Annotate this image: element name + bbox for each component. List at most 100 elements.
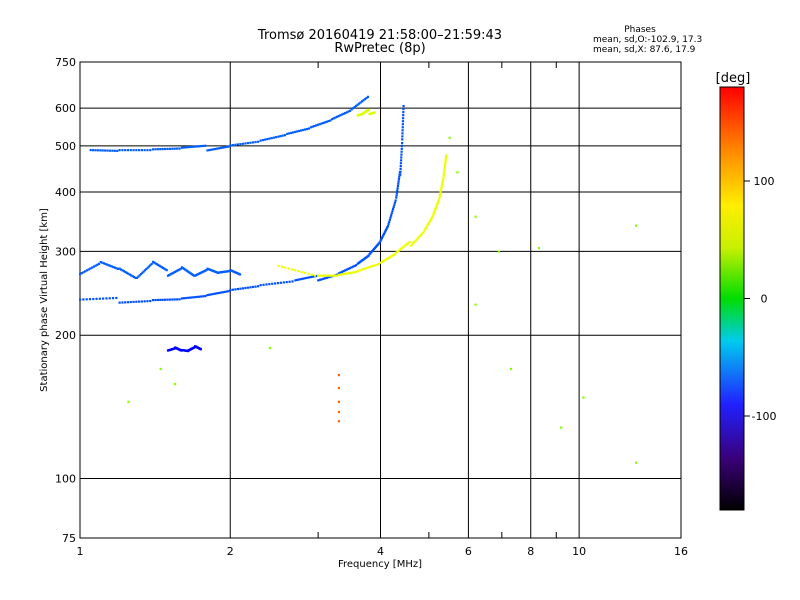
data-point bbox=[401, 138, 404, 141]
data-point bbox=[85, 298, 88, 301]
x-tick-label: 10 bbox=[572, 545, 586, 558]
data-point bbox=[396, 250, 399, 253]
data-point bbox=[176, 147, 179, 150]
data-point bbox=[96, 263, 99, 266]
data-point bbox=[348, 267, 352, 270]
data-point bbox=[107, 264, 110, 267]
data-point bbox=[358, 269, 361, 272]
data-point bbox=[399, 165, 402, 168]
data-point bbox=[132, 300, 135, 304]
data-point bbox=[161, 298, 164, 301]
data-point bbox=[156, 298, 159, 302]
data-point bbox=[438, 194, 441, 197]
data-point bbox=[320, 122, 323, 125]
data-point bbox=[202, 295, 205, 298]
data-point bbox=[329, 275, 332, 278]
data-point bbox=[440, 187, 443, 190]
data-point bbox=[364, 267, 367, 270]
grid-lines bbox=[80, 62, 681, 538]
data-point bbox=[443, 167, 446, 170]
data-point bbox=[444, 156, 448, 159]
data-point bbox=[329, 274, 332, 277]
data-point bbox=[124, 270, 127, 274]
data-point bbox=[337, 114, 340, 118]
data-point bbox=[307, 272, 310, 275]
data-point bbox=[212, 292, 215, 296]
data-point bbox=[204, 144, 207, 147]
data-point bbox=[105, 263, 109, 266]
data-point bbox=[187, 296, 190, 299]
data-point bbox=[399, 173, 402, 176]
data-point bbox=[155, 263, 158, 266]
data-point bbox=[227, 145, 230, 148]
data-point bbox=[151, 148, 155, 151]
data-point bbox=[325, 276, 328, 279]
data-point bbox=[109, 264, 112, 267]
data-point bbox=[301, 277, 305, 280]
data-point bbox=[355, 270, 358, 274]
y-tick-label: 400 bbox=[55, 186, 76, 199]
data-point bbox=[401, 132, 404, 135]
data-point bbox=[221, 291, 224, 294]
data-point bbox=[317, 274, 320, 277]
data-point bbox=[408, 240, 411, 244]
data-point bbox=[336, 274, 339, 277]
data-point bbox=[412, 242, 415, 245]
data-point bbox=[137, 275, 140, 278]
data-point bbox=[187, 146, 190, 149]
data-point bbox=[303, 271, 307, 275]
data-point bbox=[366, 266, 369, 269]
data-points bbox=[79, 95, 638, 464]
data-point bbox=[399, 159, 403, 162]
data-point bbox=[367, 108, 371, 111]
data-point bbox=[320, 278, 323, 281]
data-point bbox=[134, 276, 137, 279]
data-point bbox=[121, 149, 124, 152]
data-point bbox=[386, 225, 390, 228]
data-point bbox=[325, 120, 328, 123]
data-point bbox=[84, 270, 87, 273]
data-point bbox=[176, 269, 179, 272]
data-point bbox=[197, 295, 201, 298]
data-point bbox=[382, 232, 386, 236]
data-point bbox=[183, 297, 186, 300]
data-point bbox=[195, 295, 198, 299]
data-point bbox=[337, 420, 341, 423]
data-point bbox=[254, 140, 257, 144]
y-tick-label: 75 bbox=[62, 532, 76, 545]
data-point bbox=[307, 276, 310, 279]
data-point bbox=[102, 297, 105, 300]
data-point bbox=[125, 271, 128, 274]
data-point bbox=[432, 213, 435, 216]
data-point bbox=[327, 276, 330, 279]
data-point bbox=[399, 167, 402, 171]
data-point bbox=[246, 141, 250, 145]
data-point bbox=[400, 144, 404, 148]
data-point bbox=[435, 203, 439, 207]
data-point bbox=[313, 124, 316, 128]
data-point bbox=[206, 149, 209, 152]
data-point bbox=[397, 249, 400, 252]
data-point bbox=[337, 410, 341, 414]
data-point bbox=[360, 100, 364, 103]
data-point bbox=[131, 275, 134, 278]
data-point bbox=[402, 108, 405, 111]
data-point bbox=[139, 273, 143, 276]
y-tick-label: 200 bbox=[55, 329, 76, 342]
data-point bbox=[399, 170, 402, 173]
data-point bbox=[309, 126, 312, 129]
data-point bbox=[168, 273, 171, 277]
data-point bbox=[382, 260, 385, 263]
data-point bbox=[355, 104, 358, 108]
data-point bbox=[102, 262, 106, 265]
data-point bbox=[340, 270, 344, 273]
data-point bbox=[118, 267, 121, 270]
data-point bbox=[303, 128, 307, 131]
data-point bbox=[236, 287, 240, 291]
data-point bbox=[87, 268, 90, 271]
data-point bbox=[168, 298, 172, 301]
data-point bbox=[432, 212, 435, 215]
data-point bbox=[166, 274, 170, 277]
data-point bbox=[91, 266, 94, 269]
data-point bbox=[210, 148, 213, 151]
